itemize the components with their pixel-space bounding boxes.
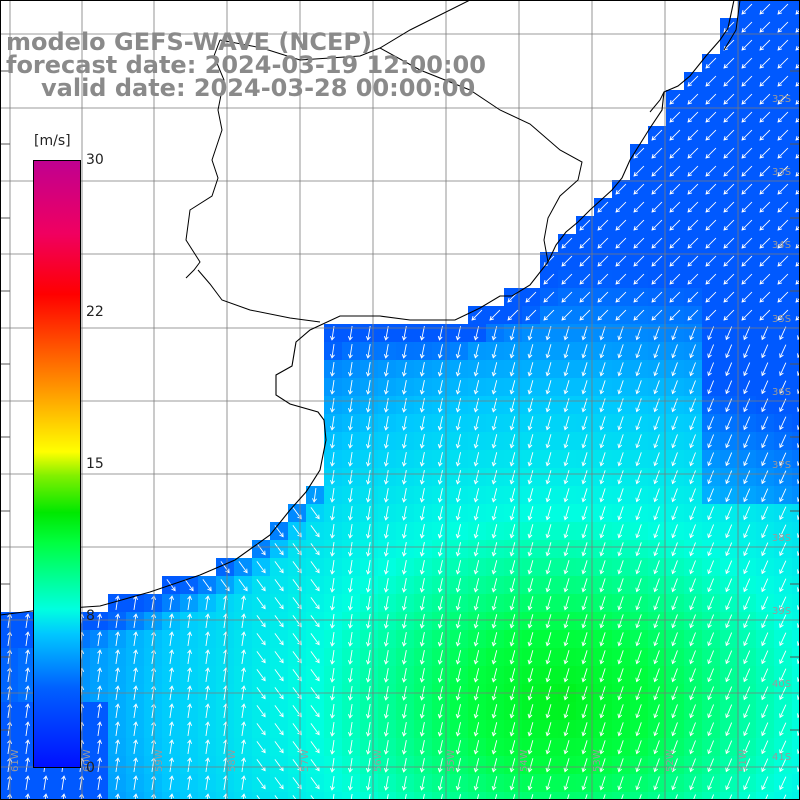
wind-speed-cell — [792, 72, 800, 90]
wind-speed-cell — [558, 792, 576, 800]
wind-speed-cell — [792, 396, 800, 414]
colorbar-tick-30: 30 — [86, 152, 104, 168]
wind-speed-cell — [306, 792, 324, 800]
wind-speed-cell — [792, 540, 800, 558]
longitude-label: 57W — [300, 749, 311, 772]
latitude-label: 39S — [772, 606, 791, 617]
latitude-label: 41S — [772, 752, 791, 763]
wind-speed-cell — [756, 792, 774, 800]
colorbar-tick-8: 8 — [86, 608, 95, 624]
wind-speed-cell — [792, 126, 800, 144]
longitude-label: 55W — [446, 749, 457, 772]
wind-speed-cell — [666, 792, 684, 800]
longitude-label: 52W — [665, 749, 676, 772]
wind-speed-cell — [630, 792, 648, 800]
wind-speed-cell — [792, 36, 800, 54]
wind-speed-cell — [792, 54, 800, 72]
wind-speed-cell — [684, 792, 702, 800]
wind-speed-cell — [792, 594, 800, 612]
wind-speed-cell — [792, 288, 800, 306]
latitude-label: 40S — [772, 679, 791, 690]
longitude-label: 51W — [738, 749, 749, 772]
latitude-label: 32S — [772, 94, 791, 105]
wind-speed-cell — [792, 216, 800, 234]
wind-speed-cell — [792, 792, 800, 800]
wind-speed-cell — [792, 324, 800, 342]
wind-speed-cell — [792, 18, 800, 36]
wind-speed-cell — [522, 792, 540, 800]
wind-speed-cell — [594, 792, 612, 800]
wind-speed-cell — [792, 234, 800, 252]
wind-speed-cell — [792, 180, 800, 198]
wind-speed-cell — [612, 792, 630, 800]
longitude-label: 54W — [519, 749, 530, 772]
colorbar-tick-0: 0 — [86, 760, 95, 776]
wind-speed-cell — [792, 270, 800, 288]
colorbar-unit: [m/s] — [34, 133, 71, 149]
latitude-label: 38S — [772, 533, 791, 544]
wind-speed-cell — [792, 558, 800, 576]
wind-speed-cell — [774, 792, 792, 800]
latitude-label: 36S — [772, 387, 791, 398]
wind-speed-cell — [792, 198, 800, 216]
wind-speed-cell — [450, 792, 468, 800]
wind-speed-cell — [792, 378, 800, 396]
wind-speed-cell — [432, 792, 450, 800]
wind-speed-cell — [792, 432, 800, 450]
wind-speed-cell — [792, 306, 800, 324]
latitude-label: 33S — [772, 167, 791, 178]
wind-speed-cell — [792, 450, 800, 468]
longitude-label: 61W — [10, 749, 21, 772]
wind-speed-cell — [738, 792, 756, 800]
wind-speed-cell — [792, 252, 800, 270]
wind-speed-cell — [792, 486, 800, 504]
wind-speed-cell — [576, 792, 594, 800]
wind-speed-cell — [486, 792, 504, 800]
wind-speed-cell — [720, 792, 738, 800]
wind-speed-cell — [792, 522, 800, 540]
wind-speed-cell — [288, 792, 306, 800]
wind-speed-cell — [648, 792, 666, 800]
wind-speed-cell — [540, 792, 558, 800]
longitude-label: 59W — [154, 749, 165, 772]
wind-speed-cell — [468, 792, 486, 800]
longitude-label: 53W — [592, 749, 603, 772]
wind-speed-cell — [702, 792, 720, 800]
longitude-label: 56W — [373, 749, 384, 772]
wind-speed-cell — [792, 756, 800, 774]
wind-speed-cell — [792, 666, 800, 684]
wind-speed-cell — [270, 792, 288, 800]
colorbar-tick-22: 22 — [86, 304, 104, 320]
wind-speed-cell — [792, 414, 800, 432]
title-valid-date: valid date: 2024-03-28 00:00:00 — [41, 74, 476, 102]
wind-speed-cell — [792, 630, 800, 648]
colorbar-tick-15: 15 — [86, 456, 104, 472]
latitude-label: 35S — [772, 314, 791, 325]
wind-speed-cell — [252, 792, 270, 800]
longitude-label: 58W — [227, 749, 238, 772]
wind-speed-cell — [792, 144, 800, 162]
wind-speed-cell — [792, 360, 800, 378]
wind-speed-cell — [792, 576, 800, 594]
latitude-label: 37S — [772, 460, 791, 471]
wind-speed-cell — [792, 504, 800, 522]
latitude-label: 34S — [772, 240, 791, 251]
wind-speed-cell — [792, 0, 800, 18]
wind-speed-cell — [792, 342, 800, 360]
wind-speed-cell — [792, 108, 800, 126]
colorbar — [33, 160, 81, 768]
wind-speed-cell — [792, 90, 800, 108]
wind-speed-cell — [792, 720, 800, 738]
wind-speed-cell — [792, 612, 800, 630]
wind-speed-cell — [792, 468, 800, 486]
wind-speed-cell — [792, 738, 800, 756]
wind-speed-cell — [792, 702, 800, 720]
wind-speed-cell — [792, 162, 800, 180]
